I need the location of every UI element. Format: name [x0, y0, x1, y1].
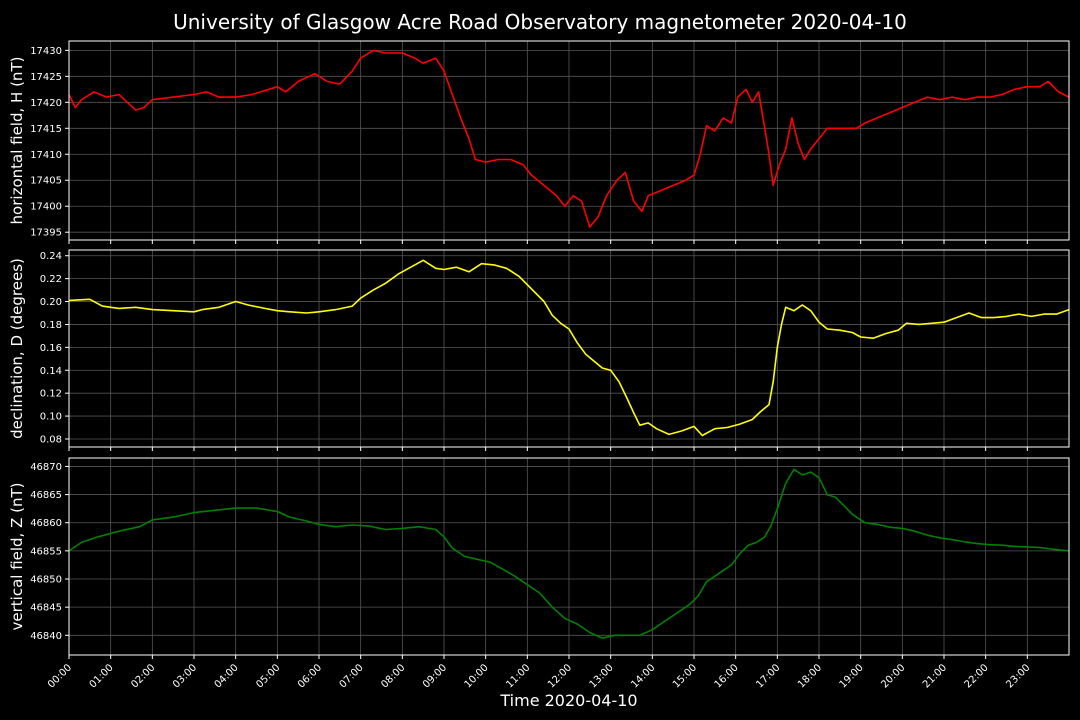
x-tick-label: 10:00 — [463, 662, 491, 690]
x-tick-label: 13:00 — [588, 662, 616, 690]
plot-frame — [68, 249, 1070, 448]
y-tick-label: 17400 — [30, 202, 62, 213]
x-tick-label: 22:00 — [963, 662, 991, 690]
y-tick-label: 46855 — [30, 546, 62, 557]
y-tick-label: 0.22 — [40, 274, 62, 285]
y-tick-label: 46850 — [30, 575, 62, 586]
y-tick-label: 46840 — [30, 631, 62, 642]
y-tick-label: 0.12 — [40, 389, 62, 400]
x-axis-label: Time 2020-04-10 — [499, 691, 637, 710]
x-tick-label: 14:00 — [629, 662, 657, 690]
x-tick-label: 17:00 — [754, 662, 782, 690]
series-line — [68, 468, 1070, 639]
x-tick-label: 12:00 — [546, 662, 574, 690]
y-tick-label: 46845 — [30, 603, 62, 614]
y-axis-label: vertical field, Z (nT) — [8, 482, 26, 630]
x-tick-label: 19:00 — [838, 662, 866, 690]
x-tick-label: 11:00 — [504, 662, 532, 690]
y-axis-label: declination, D (degrees) — [8, 258, 26, 439]
y-tick-label: 17425 — [30, 72, 62, 83]
x-tick-label: 05:00 — [254, 662, 282, 690]
x-tick-label: 03:00 — [171, 662, 199, 690]
x-tick-label: 21:00 — [921, 662, 949, 690]
x-tick-label: 23:00 — [1004, 662, 1032, 690]
panel-2: 0.08 0.10 0.12 0.14 0.16 0.18 0.20 0.22 0.24 decl… — [8, 249, 1070, 451]
y-tick-label: 0.10 — [40, 412, 62, 423]
y-tick-label: 17405 — [30, 176, 62, 187]
x-tick-label: 04:00 — [213, 662, 241, 690]
chart-title: University of Glasgow Acre Road Observat… — [173, 10, 907, 34]
y-tick-label: 17420 — [30, 98, 62, 109]
x-tick-label: 20:00 — [879, 662, 907, 690]
x-tick-label: 06:00 — [296, 662, 324, 690]
y-tick-label: 17415 — [30, 124, 62, 135]
y-axis-label: horizontal field, H (nT) — [8, 57, 26, 225]
y-tick-label: 0.18 — [40, 320, 62, 331]
panel-3: 46840 46845 46850 46855 46860 46865 46870 verti… — [8, 457, 1070, 659]
y-tick-label: 0.16 — [40, 343, 62, 354]
y-tick-label: 46870 — [30, 462, 62, 473]
x-tick-label: 01:00 — [88, 662, 116, 690]
plot-frame — [68, 40, 1070, 241]
x-tick-label: 15:00 — [671, 662, 699, 690]
x-tick-label: 00:00 — [46, 662, 74, 690]
series-line — [68, 259, 1070, 437]
y-tick-label: 0.08 — [40, 434, 62, 445]
y-tick-label: 17430 — [30, 46, 62, 57]
panel-1: 17395 17400 17405 17410 17415 17420 17425 17430… — [8, 40, 1070, 244]
y-tick-label: 46860 — [30, 518, 62, 529]
y-tick-label: 17395 — [30, 228, 62, 239]
series-line — [68, 49, 1070, 228]
x-tick-label: 16:00 — [713, 662, 741, 690]
x-tick-label: 02:00 — [129, 662, 157, 690]
y-tick-label: 46865 — [30, 490, 62, 501]
x-tick-label: 09:00 — [421, 662, 449, 690]
plot-frame — [68, 457, 1070, 656]
y-tick-label: 0.20 — [40, 297, 62, 308]
y-tick-label: 17410 — [30, 150, 62, 161]
y-tick-label: 0.24 — [40, 251, 62, 262]
x-tick-label: 08:00 — [379, 662, 407, 690]
x-tick-label: 07:00 — [338, 662, 366, 690]
y-tick-label: 0.14 — [40, 366, 62, 377]
x-tick-label: 18:00 — [796, 662, 824, 690]
